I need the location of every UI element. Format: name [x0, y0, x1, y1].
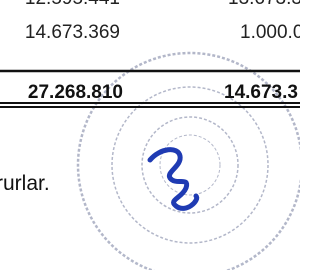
table-cell: 1.000.0 [240, 22, 300, 43]
table-cell: 12.595.441 [25, 0, 120, 9]
total-cell: 14.673.3 [224, 82, 298, 103]
document-scan: 12.595.441 13.673.3 14.673.369 1.000.0 2… [0, 0, 300, 270]
paragraph-text: rurlar. [0, 172, 50, 195]
total-cell: 27.268.810 [28, 82, 123, 103]
table-cell: 13.673.3 [228, 0, 300, 9]
table-cell: 14.673.369 [25, 22, 120, 43]
page: 12.595.441 13.673.3 14.673.369 1.000.0 2… [0, 0, 320, 270]
